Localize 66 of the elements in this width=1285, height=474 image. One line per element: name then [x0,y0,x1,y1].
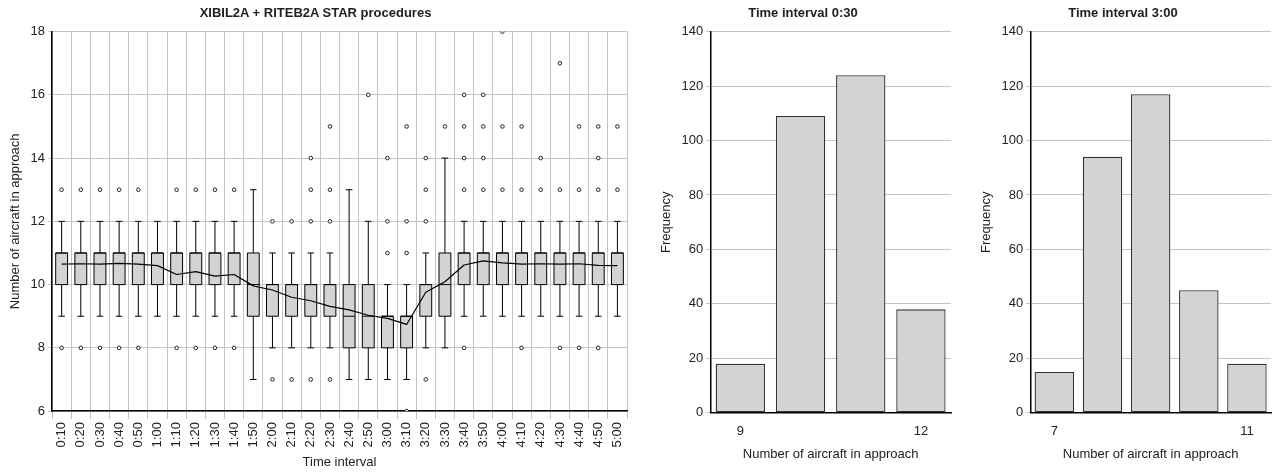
x-tick-label: 2:50 [359,422,375,448]
x-tick-label: 2:40 [340,422,356,448]
x-tick-label: 2:20 [302,422,318,448]
x-tick-label: 7 [1050,423,1058,439]
x-tick-label: 1:40 [225,422,241,448]
x-axis-title: Number of aircraft in approach [742,445,919,461]
y-tick-label: 16 [30,86,46,102]
x-tick-label: 4:00 [494,422,510,448]
y-tick-label: 20 [1008,349,1024,365]
x-tick-label: 12 [913,423,929,439]
y-tick-label: 140 [681,23,704,39]
chart-title: Time interval 0:30 [748,5,858,21]
x-tick-label: 2:10 [283,422,299,448]
y-tick-label: 0 [1016,404,1024,420]
x-tick-label: 1:20 [187,422,203,448]
y-tick-label: 12 [30,212,46,228]
x-tick-label: 3:30 [436,422,452,448]
x-tick-label: 1:50 [244,422,260,448]
y-tick-label: 40 [688,295,704,311]
x-tick-label: 9 [736,423,744,439]
y-tick-label: 120 [681,77,704,93]
chart-title: XIBIL2A + RITEB2A STAR procedures [199,5,432,21]
x-tick-label: 2:30 [321,422,337,448]
x-tick-label: 0:20 [72,422,88,448]
x-tick-label: 3:40 [455,422,471,448]
y-tick-label: 140 [1001,23,1024,39]
y-tick-label: 120 [1001,77,1024,93]
x-axis-title: Time interval [302,453,377,469]
x-tick-label: 4:40 [570,422,586,448]
y-tick-label: 80 [1008,186,1024,202]
x-tick-label: 1:30 [206,422,222,448]
y-axis-title: Number of aircraft in approach [7,133,23,310]
x-tick-label: 4:10 [513,422,529,448]
x-tick-label: 3:50 [474,422,490,448]
y-tick-label: 0 [696,404,704,420]
x-tick-label: 1:10 [168,422,184,448]
x-tick-label: 4:50 [589,422,605,448]
x-tick-label: 3:00 [379,422,395,448]
y-tick-label: 60 [688,241,704,257]
y-tick-label: 100 [1001,132,1024,148]
x-tick-label: 0:10 [53,422,69,448]
y-tick-label: 100 [681,132,704,148]
x-tick-label: 4:30 [551,422,567,448]
x-tick-label: 0:30 [91,422,107,448]
chart-title: Time interval 3:00 [1068,5,1178,21]
y-tick-label: 60 [1008,241,1024,257]
y-tick-label: 40 [1008,295,1024,311]
x-axis-title: Number of aircraft in approach [1062,445,1239,461]
y-tick-label: 14 [30,149,46,165]
x-tick-label: 0:40 [110,422,126,448]
x-tick-label: 11 [1240,423,1254,439]
x-tick-label: 3:20 [417,422,433,448]
y-axis-title: Frequency [658,190,674,253]
y-tick-label: 18 [30,23,46,39]
x-tick-label: 0:50 [129,422,145,448]
y-axis-title: Frequency [978,190,994,253]
x-tick-label: 1:00 [149,422,165,448]
y-tick-label: 20 [688,349,704,365]
x-tick-label: 4:20 [532,422,548,448]
x-tick-label: 3:10 [398,422,414,448]
y-tick-label: 80 [688,186,704,202]
y-tick-label: 10 [30,276,46,292]
y-tick-label: 8 [37,339,46,355]
x-tick-label: 2:00 [264,422,280,448]
x-tick-label: 5:00 [609,422,624,448]
y-tick-label: 6 [37,402,46,418]
